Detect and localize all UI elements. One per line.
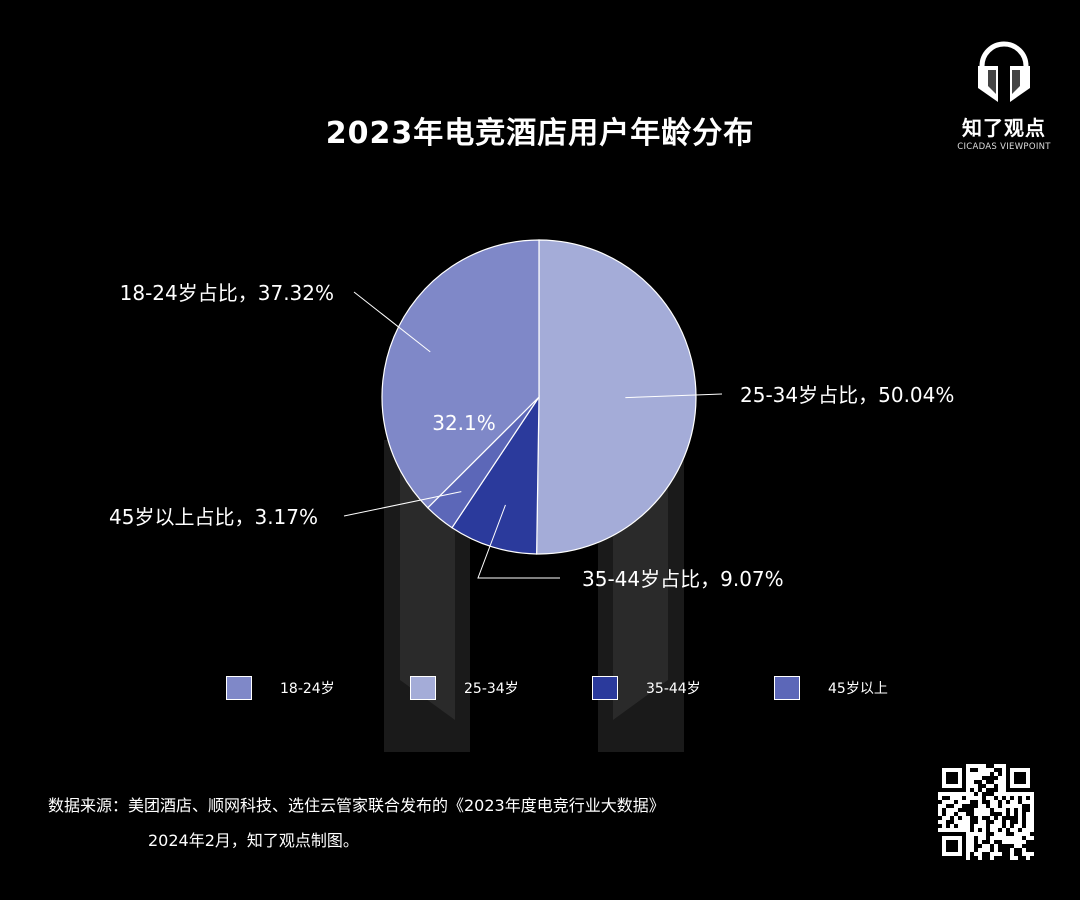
callout-line [477, 504, 560, 579]
legend-label: 35-44岁 [646, 681, 701, 697]
slice-callout-label: 25-34岁占比，50.04% [740, 383, 954, 407]
brand-logo: 知了观点 CICADAS VIEWPOINT [954, 36, 1054, 152]
qr-code-icon [938, 764, 1034, 860]
source-note: 数据来源：美团酒店、顺网科技、选住云管家联合发布的《2023年度电竞行业大数据》 [48, 796, 665, 815]
legend-item: 45岁以上 [774, 676, 888, 700]
callout-line [625, 393, 723, 399]
slice-callout-label: 45岁以上占比，3.17% [109, 505, 318, 529]
qr-code [938, 764, 1034, 860]
legend-swatch [226, 676, 252, 700]
slice-callout-label: 35-44岁占比，9.07% [582, 567, 784, 591]
inner-percent-label: 32.1% [432, 411, 496, 435]
legend-swatch [592, 676, 618, 700]
slice-callout-label: 18-24岁占比，37.32% [120, 281, 334, 305]
legend-label: 25-34岁 [464, 681, 519, 697]
legend-swatch [410, 676, 436, 700]
legend-swatch [774, 676, 800, 700]
logo-text: 知了观点 [962, 116, 1046, 140]
cicada-logo-icon [978, 41, 1030, 102]
legend-item: 25-34岁 [410, 676, 519, 700]
callout-line [343, 491, 462, 517]
legend-label: 18-24岁 [280, 681, 335, 697]
chart-title: 2023年电竞酒店用户年龄分布 [325, 116, 755, 151]
legend-item: 18-24岁 [226, 676, 335, 700]
pie-slice [536, 239, 697, 555]
legend-item: 35-44岁 [592, 676, 701, 700]
pie-slice [451, 394, 540, 555]
source-date: 2024年2月，知了观点制图。 [148, 831, 359, 850]
legend-label: 45岁以上 [828, 681, 888, 697]
callout-line [353, 291, 431, 353]
logo-subtext: CICADAS VIEWPOINT [957, 142, 1051, 152]
pie-slice [381, 239, 540, 509]
chart-legend: 18-24岁 25-34岁 35-44岁 45岁以上 [0, 676, 1080, 706]
